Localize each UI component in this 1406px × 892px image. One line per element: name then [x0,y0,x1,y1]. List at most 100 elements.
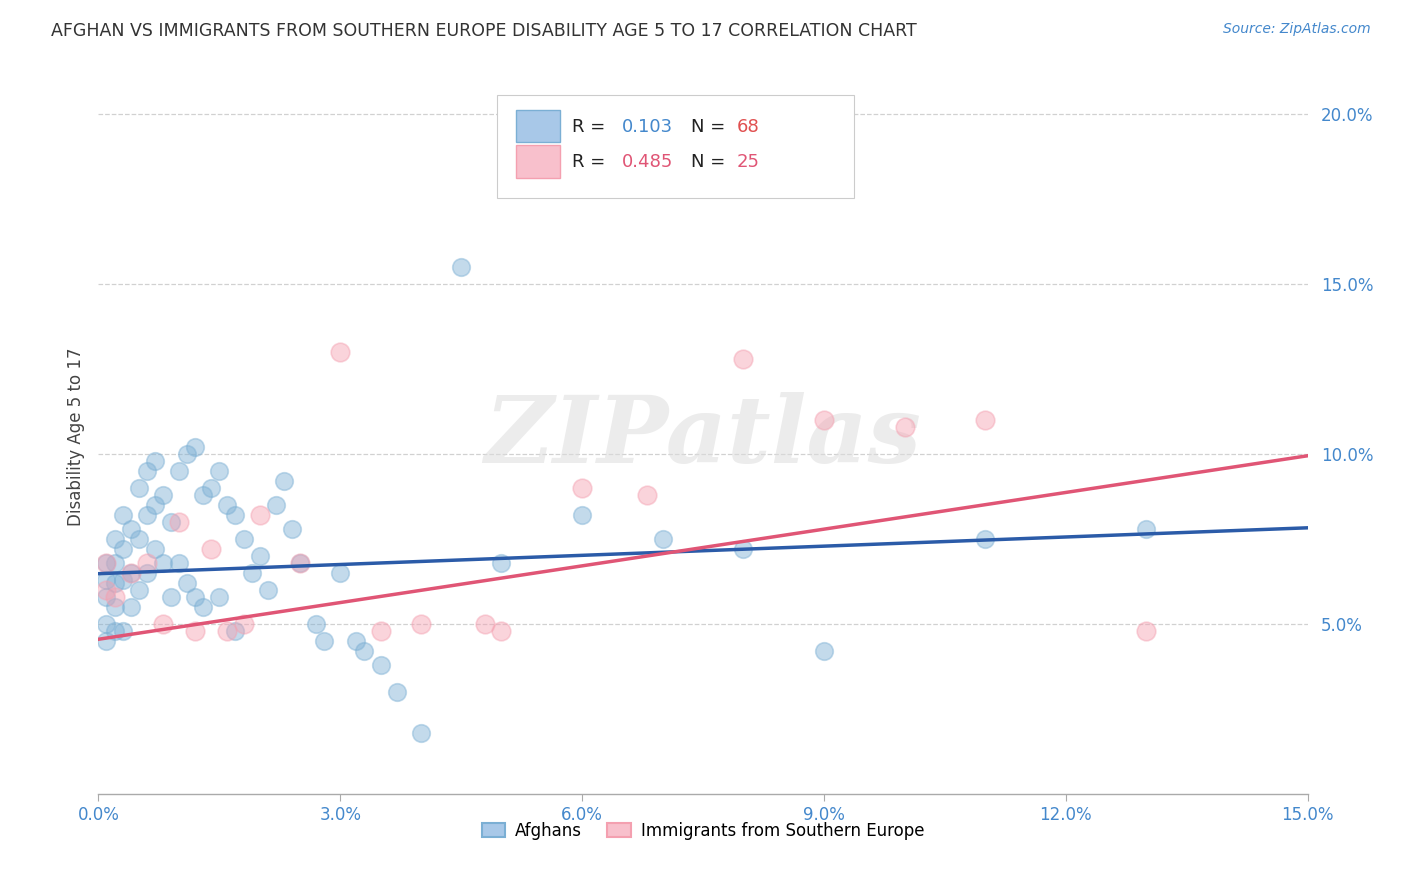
Point [135,508,157,523]
Point [329,566,352,580]
Point [571,508,593,523]
Point [813,413,835,427]
Point [128,582,150,597]
Point [103,624,125,638]
Point [167,464,190,478]
Text: AFGHAN VS IMMIGRANTS FROM SOUTHERN EUROPE DISABILITY AGE 5 TO 17 CORRELATION CHA: AFGHAN VS IMMIGRANTS FROM SOUTHERN EUROP… [51,22,917,40]
Point [184,440,207,454]
Point [314,634,336,648]
Text: R =: R = [572,118,612,136]
Text: N =: N = [690,118,731,136]
Text: ZIPatlas: ZIPatlas [485,392,921,482]
Point [96,556,118,570]
Text: Source: ZipAtlas.com: Source: ZipAtlas.com [1223,22,1371,37]
Point [120,522,142,536]
Point [232,532,254,546]
Point [491,624,513,638]
Text: R =: R = [572,153,612,171]
Point [96,590,118,604]
Point [651,532,673,546]
Point [733,542,755,557]
Point [103,532,125,546]
Point [103,599,125,614]
Point [193,599,215,614]
Point [256,582,278,597]
Point [217,498,239,512]
Text: 0.103: 0.103 [621,118,673,136]
Point [167,515,190,529]
Legend: Afghans, Immigrants from Southern Europe: Afghans, Immigrants from Southern Europe [475,815,931,847]
Point [167,556,190,570]
Text: 68: 68 [737,118,759,136]
Point [103,590,125,604]
Point [474,617,496,632]
Point [288,556,311,570]
Point [217,624,239,638]
Point [184,624,207,638]
FancyBboxPatch shape [498,95,855,198]
Point [385,685,408,699]
Point [111,573,134,587]
Point [974,532,997,546]
Point [224,508,246,523]
Point [176,447,198,461]
Point [273,475,295,489]
Point [232,617,254,632]
Point [176,576,198,591]
Point [224,624,246,638]
Point [103,556,125,570]
Point [208,590,231,604]
Point [491,556,513,570]
Point [571,481,593,495]
Point [135,566,157,580]
Point [111,508,134,523]
Point [813,644,835,658]
Point [111,542,134,557]
Point [264,498,287,512]
Point [288,556,311,570]
Point [152,617,174,632]
Point [160,590,183,604]
Point [120,566,142,580]
Y-axis label: Disability Age 5 to 17: Disability Age 5 to 17 [66,348,84,526]
Point [120,599,142,614]
Point [409,725,432,739]
Point [636,488,658,502]
Point [370,657,392,672]
Point [143,454,166,468]
Point [135,464,157,478]
Point [200,481,222,495]
FancyBboxPatch shape [516,110,561,143]
Point [329,345,352,359]
Point [893,420,915,434]
Point [281,522,304,536]
Point [128,481,150,495]
FancyBboxPatch shape [516,145,561,178]
Point [120,566,142,580]
Point [160,515,183,529]
Point [1135,522,1157,536]
Point [184,590,207,604]
Point [249,549,271,563]
Text: 0.485: 0.485 [621,153,673,171]
Point [143,542,166,557]
Point [450,260,472,275]
Text: N =: N = [690,153,731,171]
Point [1135,624,1157,638]
Text: 25: 25 [737,153,759,171]
Point [103,576,125,591]
Point [111,624,134,638]
Point [96,573,118,587]
Point [409,617,432,632]
Point [152,556,174,570]
Point [733,351,755,366]
Point [135,556,157,570]
Point [96,556,118,570]
Point [96,634,118,648]
Point [344,634,367,648]
Point [974,413,997,427]
Point [305,617,328,632]
Point [353,644,375,658]
Point [208,464,231,478]
Point [193,488,215,502]
